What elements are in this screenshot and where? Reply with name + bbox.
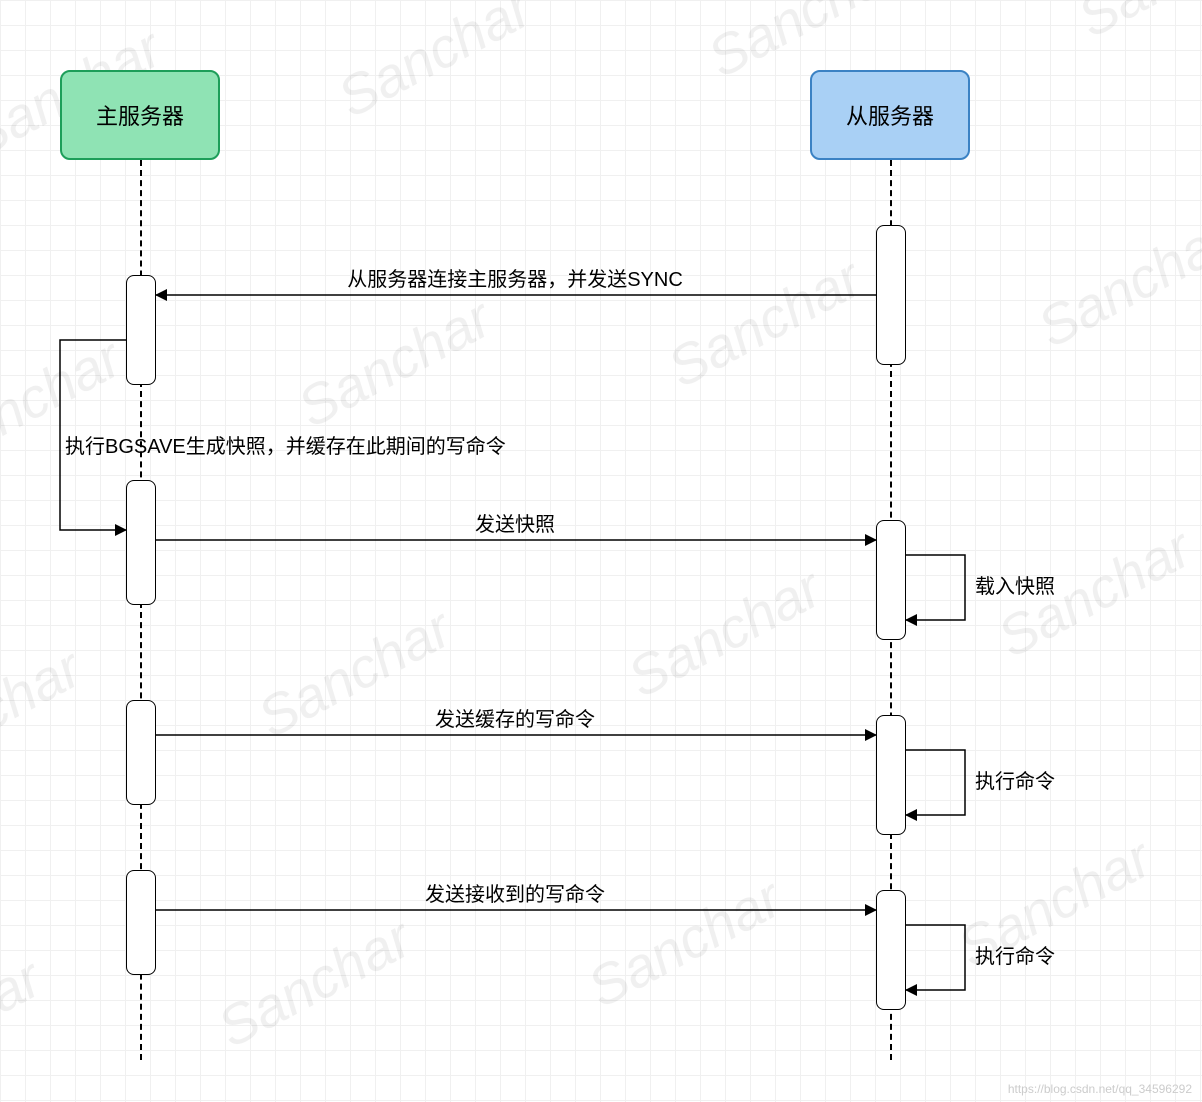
self-label-master: 执行BGSAVE生成快照，并缓存在此期间的写命令 xyxy=(65,430,506,459)
msg-label-4: 发送接收到的写命令 xyxy=(380,878,650,907)
grid-background xyxy=(0,0,1202,1102)
activation-s3 xyxy=(876,715,906,835)
activation-m2 xyxy=(126,480,156,605)
activation-s2 xyxy=(876,520,906,640)
msg-label-1: 从服务器连接主服务器，并发送SYNC xyxy=(300,263,730,292)
activation-s1 xyxy=(876,225,906,365)
footer-url: https://blog.csdn.net/qq_34596292 xyxy=(1008,1082,1192,1096)
self-label-s4: 执行命令 xyxy=(975,940,1055,969)
self-label-s2: 载入快照 xyxy=(975,570,1055,599)
self-label-s3: 执行命令 xyxy=(975,765,1055,794)
msg-label-2: 发送快照 xyxy=(415,508,615,537)
activation-m4 xyxy=(126,870,156,975)
msg-label-3: 发送缓存的写命令 xyxy=(390,703,640,732)
activation-s4 xyxy=(876,890,906,1010)
activation-m1 xyxy=(126,275,156,385)
actor-master: 主服务器 xyxy=(60,70,220,160)
actor-master-label: 主服务器 xyxy=(96,99,184,131)
activation-m3 xyxy=(126,700,156,805)
diagram-canvas: Sanchar Sanchar Sanchar Sanchar Sanchar … xyxy=(0,0,1202,1102)
actor-slave-label: 从服务器 xyxy=(846,99,934,131)
actor-slave: 从服务器 xyxy=(810,70,970,160)
